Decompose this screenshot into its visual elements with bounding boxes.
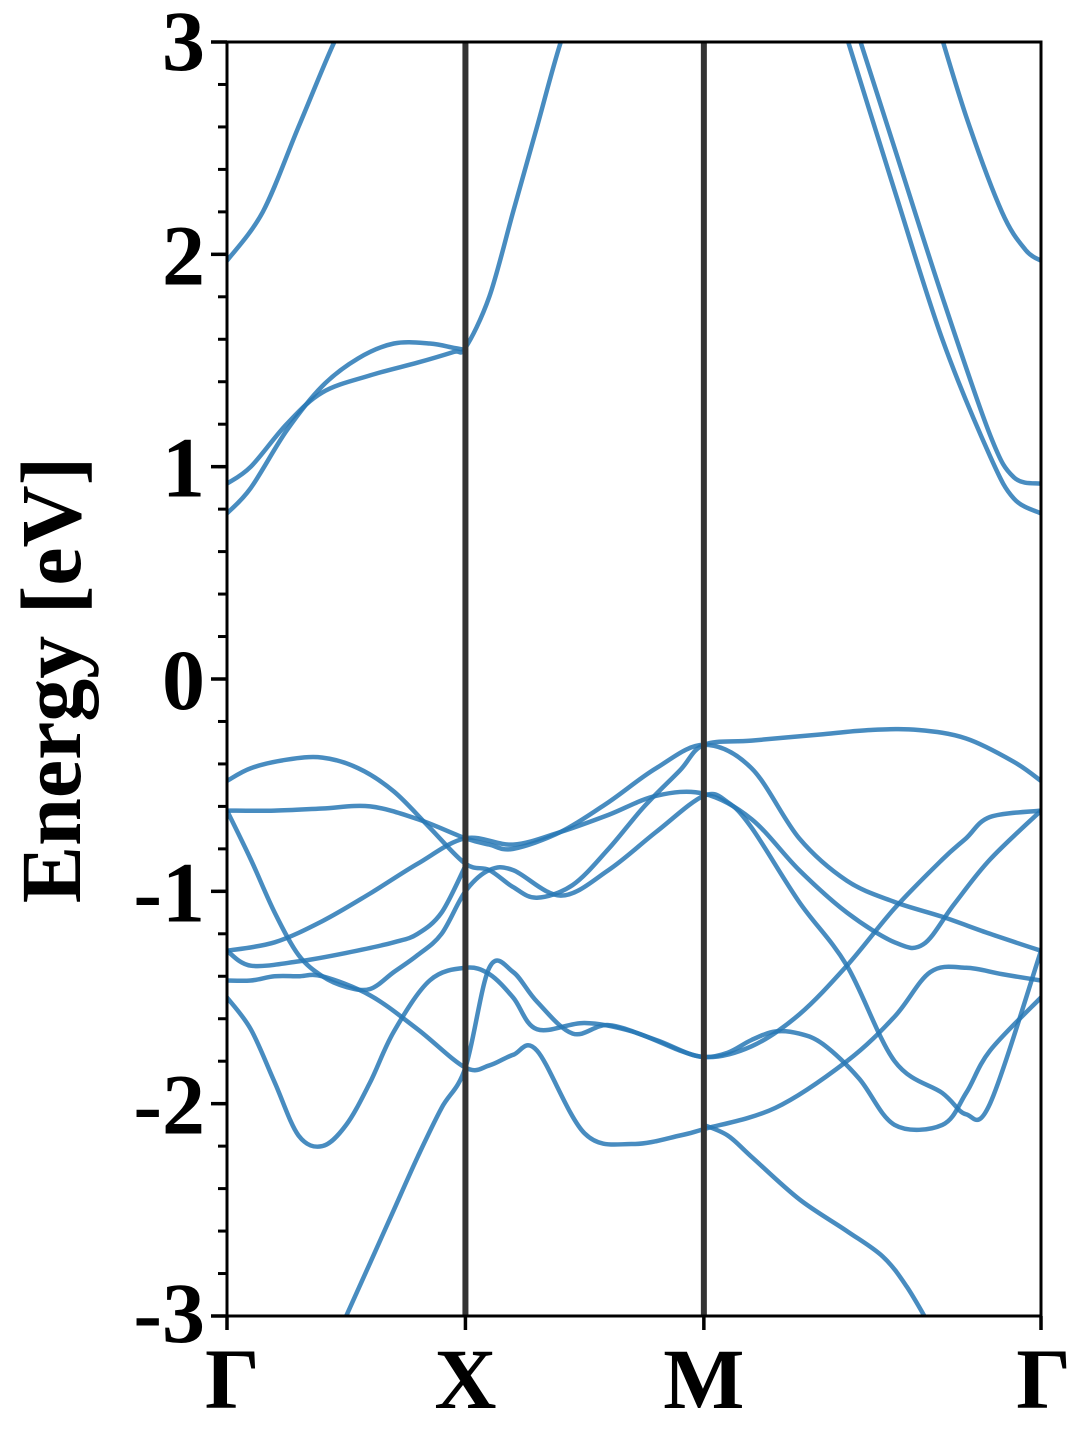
band-15 <box>701 1122 927 1316</box>
y-tick-label: 2 <box>162 207 205 303</box>
band-lines <box>227 42 1041 1316</box>
kpoint-divider-lines <box>462 42 707 1316</box>
y-tick-label: -3 <box>133 1265 205 1361</box>
band-13 <box>227 965 1041 1149</box>
kpoint-label: Γ <box>205 1331 260 1427</box>
band-11 <box>227 863 468 969</box>
band-5 <box>858 42 1041 486</box>
band-8 <box>227 742 1041 954</box>
y-major-ticks <box>211 40 227 1318</box>
y-tick-label: -2 <box>133 1057 205 1153</box>
y-tick-label: 1 <box>162 420 205 516</box>
y-tick-label: 0 <box>162 632 205 728</box>
kpoint-label: Γ <box>1016 1331 1071 1427</box>
band-7 <box>227 726 1041 900</box>
band-6 <box>940 42 1041 263</box>
band-1 <box>227 42 337 263</box>
band-12 <box>227 964 1041 1147</box>
band-3 <box>227 339 468 516</box>
y-axis-label: Energy [eV] <box>3 457 99 904</box>
band-2 <box>227 42 564 486</box>
band-14 <box>343 808 1041 1316</box>
y-tick-labels: 3 2 1 0 -1 -2 -3 <box>133 0 205 1361</box>
band-10 <box>227 791 1041 1123</box>
kpoint-label: X <box>434 1331 496 1427</box>
band-9 <box>227 789 1041 954</box>
y-tick-label: -1 <box>133 844 205 940</box>
plot-frame <box>225 40 1043 1318</box>
kpoint-label: M <box>663 1331 744 1427</box>
band-4 <box>845 42 1041 516</box>
y-tick-label: 3 <box>162 0 205 89</box>
